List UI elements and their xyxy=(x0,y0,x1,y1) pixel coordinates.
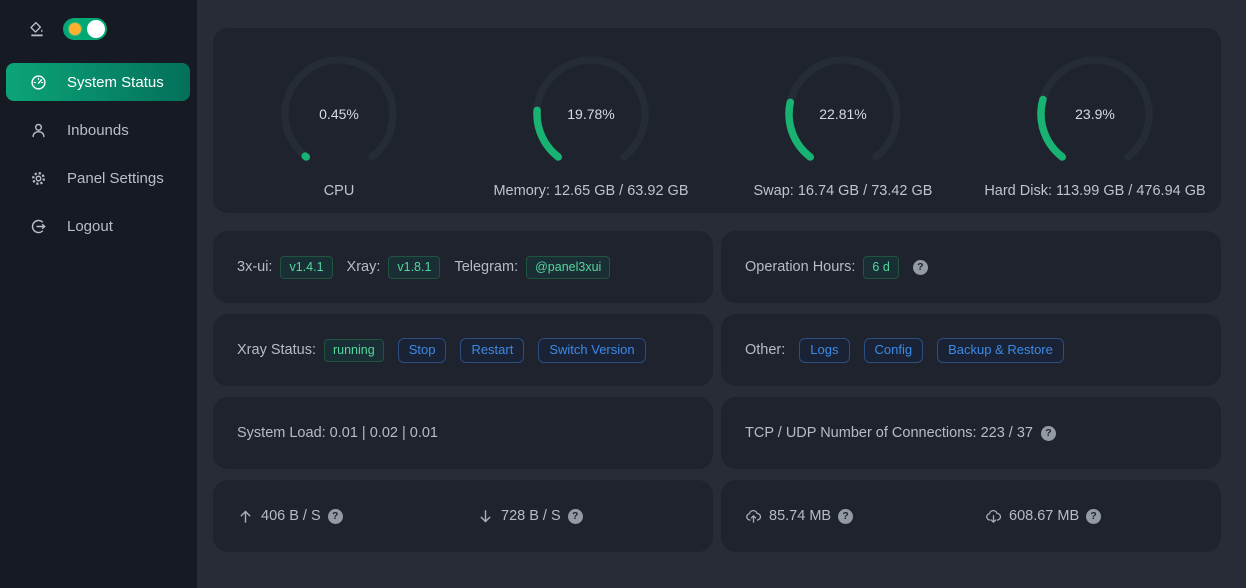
connections-card: TCP / UDP Number of Connections: 223 / 3… xyxy=(721,397,1221,469)
xray-status-card: Xray Status: running Stop Restart Switch… xyxy=(213,314,713,386)
xray-version-label: Xray: xyxy=(346,259,381,275)
cloud-upload-icon xyxy=(745,508,762,525)
cloud-download-icon xyxy=(985,508,1002,525)
sidebar-item-system-status[interactable]: System Status xyxy=(6,63,190,101)
sidebar-item-logout[interactable]: Logout xyxy=(6,207,190,245)
operation-hours-label: Operation Hours: xyxy=(745,259,856,275)
sidebar-item-inbounds[interactable]: Inbounds xyxy=(6,111,190,149)
sidebar-item-label: System Status xyxy=(67,73,164,91)
gauge-cpu: 0.45% CPU xyxy=(213,54,465,199)
other-actions-card: Other: Logs Config Backup & Restore xyxy=(721,314,1221,386)
total-received-value: 608.67 MB xyxy=(1009,508,1080,524)
sidebar: System Status Inbounds xyxy=(0,0,197,588)
gauge-hard-disk: 23.9% Hard Disk: 113.99 GB / 476.94 GB xyxy=(969,54,1221,199)
main-content: 0.45% CPU 19.78% Memory: 12.65 GB / 63.9… xyxy=(197,0,1246,588)
gauge-memory: 19.78% Memory: 12.65 GB / 63.92 GB xyxy=(465,54,717,199)
xui-version-label: 3x-ui: xyxy=(237,259,273,275)
theme-toggle[interactable] xyxy=(63,18,107,40)
sidebar-item-label: Inbounds xyxy=(67,121,129,139)
config-button[interactable]: Config xyxy=(863,337,924,363)
connections-text: TCP / UDP Number of Connections: 223 / 3… xyxy=(745,425,1033,441)
restart-button[interactable]: Restart xyxy=(460,337,525,363)
system-gauges-card: 0.45% CPU 19.78% Memory: 12.65 GB / 63.9… xyxy=(213,28,1221,213)
xui-version-tag: v1.4.1 xyxy=(280,255,333,279)
sidebar-item-label: Logout xyxy=(67,217,113,235)
gauge-percent: 19.78% xyxy=(567,106,615,122)
stop-button[interactable]: Stop xyxy=(397,337,447,363)
gauge-label: Swap: 16.74 GB / 73.42 GB xyxy=(753,183,933,199)
gauge-percent: 0.45% xyxy=(319,106,359,122)
arrow-down-icon xyxy=(477,508,494,525)
sidebar-menu: System Status Inbounds xyxy=(0,63,197,245)
logout-icon xyxy=(30,218,47,235)
help-icon[interactable]: ? xyxy=(1086,508,1102,524)
download-speed-value: 728 B / S xyxy=(501,508,561,524)
total-sent-value: 85.74 MB xyxy=(769,508,832,524)
sidebar-item-panel-settings[interactable]: Panel Settings xyxy=(6,159,190,197)
download-speed: 728 B / S ? xyxy=(477,508,689,525)
gear-icon xyxy=(30,170,47,187)
operation-hours-tag: 6 d xyxy=(863,255,899,279)
gauge-label: CPU xyxy=(323,183,355,199)
gauge-percent: 23.9% xyxy=(1075,106,1115,122)
dashboard-icon xyxy=(30,74,47,91)
upload-speed-value: 406 B / S xyxy=(261,508,321,524)
theme-paint-icon xyxy=(28,20,46,38)
other-label: Other: xyxy=(745,342,786,358)
logs-button[interactable]: Logs xyxy=(799,337,850,363)
network-total-card: 85.74 MB ? 608.67 MB ? xyxy=(721,480,1221,552)
upload-speed: 406 B / S ? xyxy=(237,508,463,525)
user-icon xyxy=(30,122,47,139)
sun-icon xyxy=(69,23,81,35)
telegram-label: Telegram: xyxy=(454,259,519,275)
gauge-label: Memory: 12.65 GB / 63.92 GB xyxy=(493,183,689,199)
backup-restore-button[interactable]: Backup & Restore xyxy=(937,337,1064,363)
total-sent: 85.74 MB ? xyxy=(745,508,971,525)
network-speed-card: 406 B / S ? 728 B / S ? xyxy=(213,480,713,552)
versions-card: 3x-ui: v1.4.1 Xray: v1.8.1 Telegram: @pa… xyxy=(213,231,713,303)
sidebar-item-label: Panel Settings xyxy=(67,169,164,187)
system-load-card: System Load: 0.01 | 0.02 | 0.01 xyxy=(213,397,713,469)
arrow-up-icon xyxy=(237,508,254,525)
help-icon[interactable]: ? xyxy=(1041,425,1056,441)
help-icon[interactable]: ? xyxy=(567,508,583,524)
gauge-label: Hard Disk: 113.99 GB / 476.94 GB xyxy=(984,183,1206,199)
telegram-link-tag[interactable]: @panel3xui xyxy=(526,255,611,279)
toggle-knob xyxy=(87,20,105,38)
theme-controls xyxy=(0,0,197,50)
xray-version-tag: v1.8.1 xyxy=(388,255,441,279)
system-load-text: System Load: 0.01 | 0.02 | 0.01 xyxy=(237,425,438,441)
xray-status-label: Xray Status: xyxy=(237,342,316,358)
operation-hours-card: Operation Hours: 6 d ? xyxy=(721,231,1221,303)
gauge-percent: 22.81% xyxy=(819,106,867,122)
help-icon[interactable]: ? xyxy=(327,508,343,524)
help-icon[interactable]: ? xyxy=(838,508,854,524)
xray-status-tag: running xyxy=(323,338,384,362)
gauge-swap: 22.81% Swap: 16.74 GB / 73.42 GB xyxy=(717,54,969,199)
help-icon[interactable]: ? xyxy=(912,259,928,275)
total-received: 608.67 MB ? xyxy=(985,508,1197,525)
switch-version-button[interactable]: Switch Version xyxy=(538,337,646,363)
